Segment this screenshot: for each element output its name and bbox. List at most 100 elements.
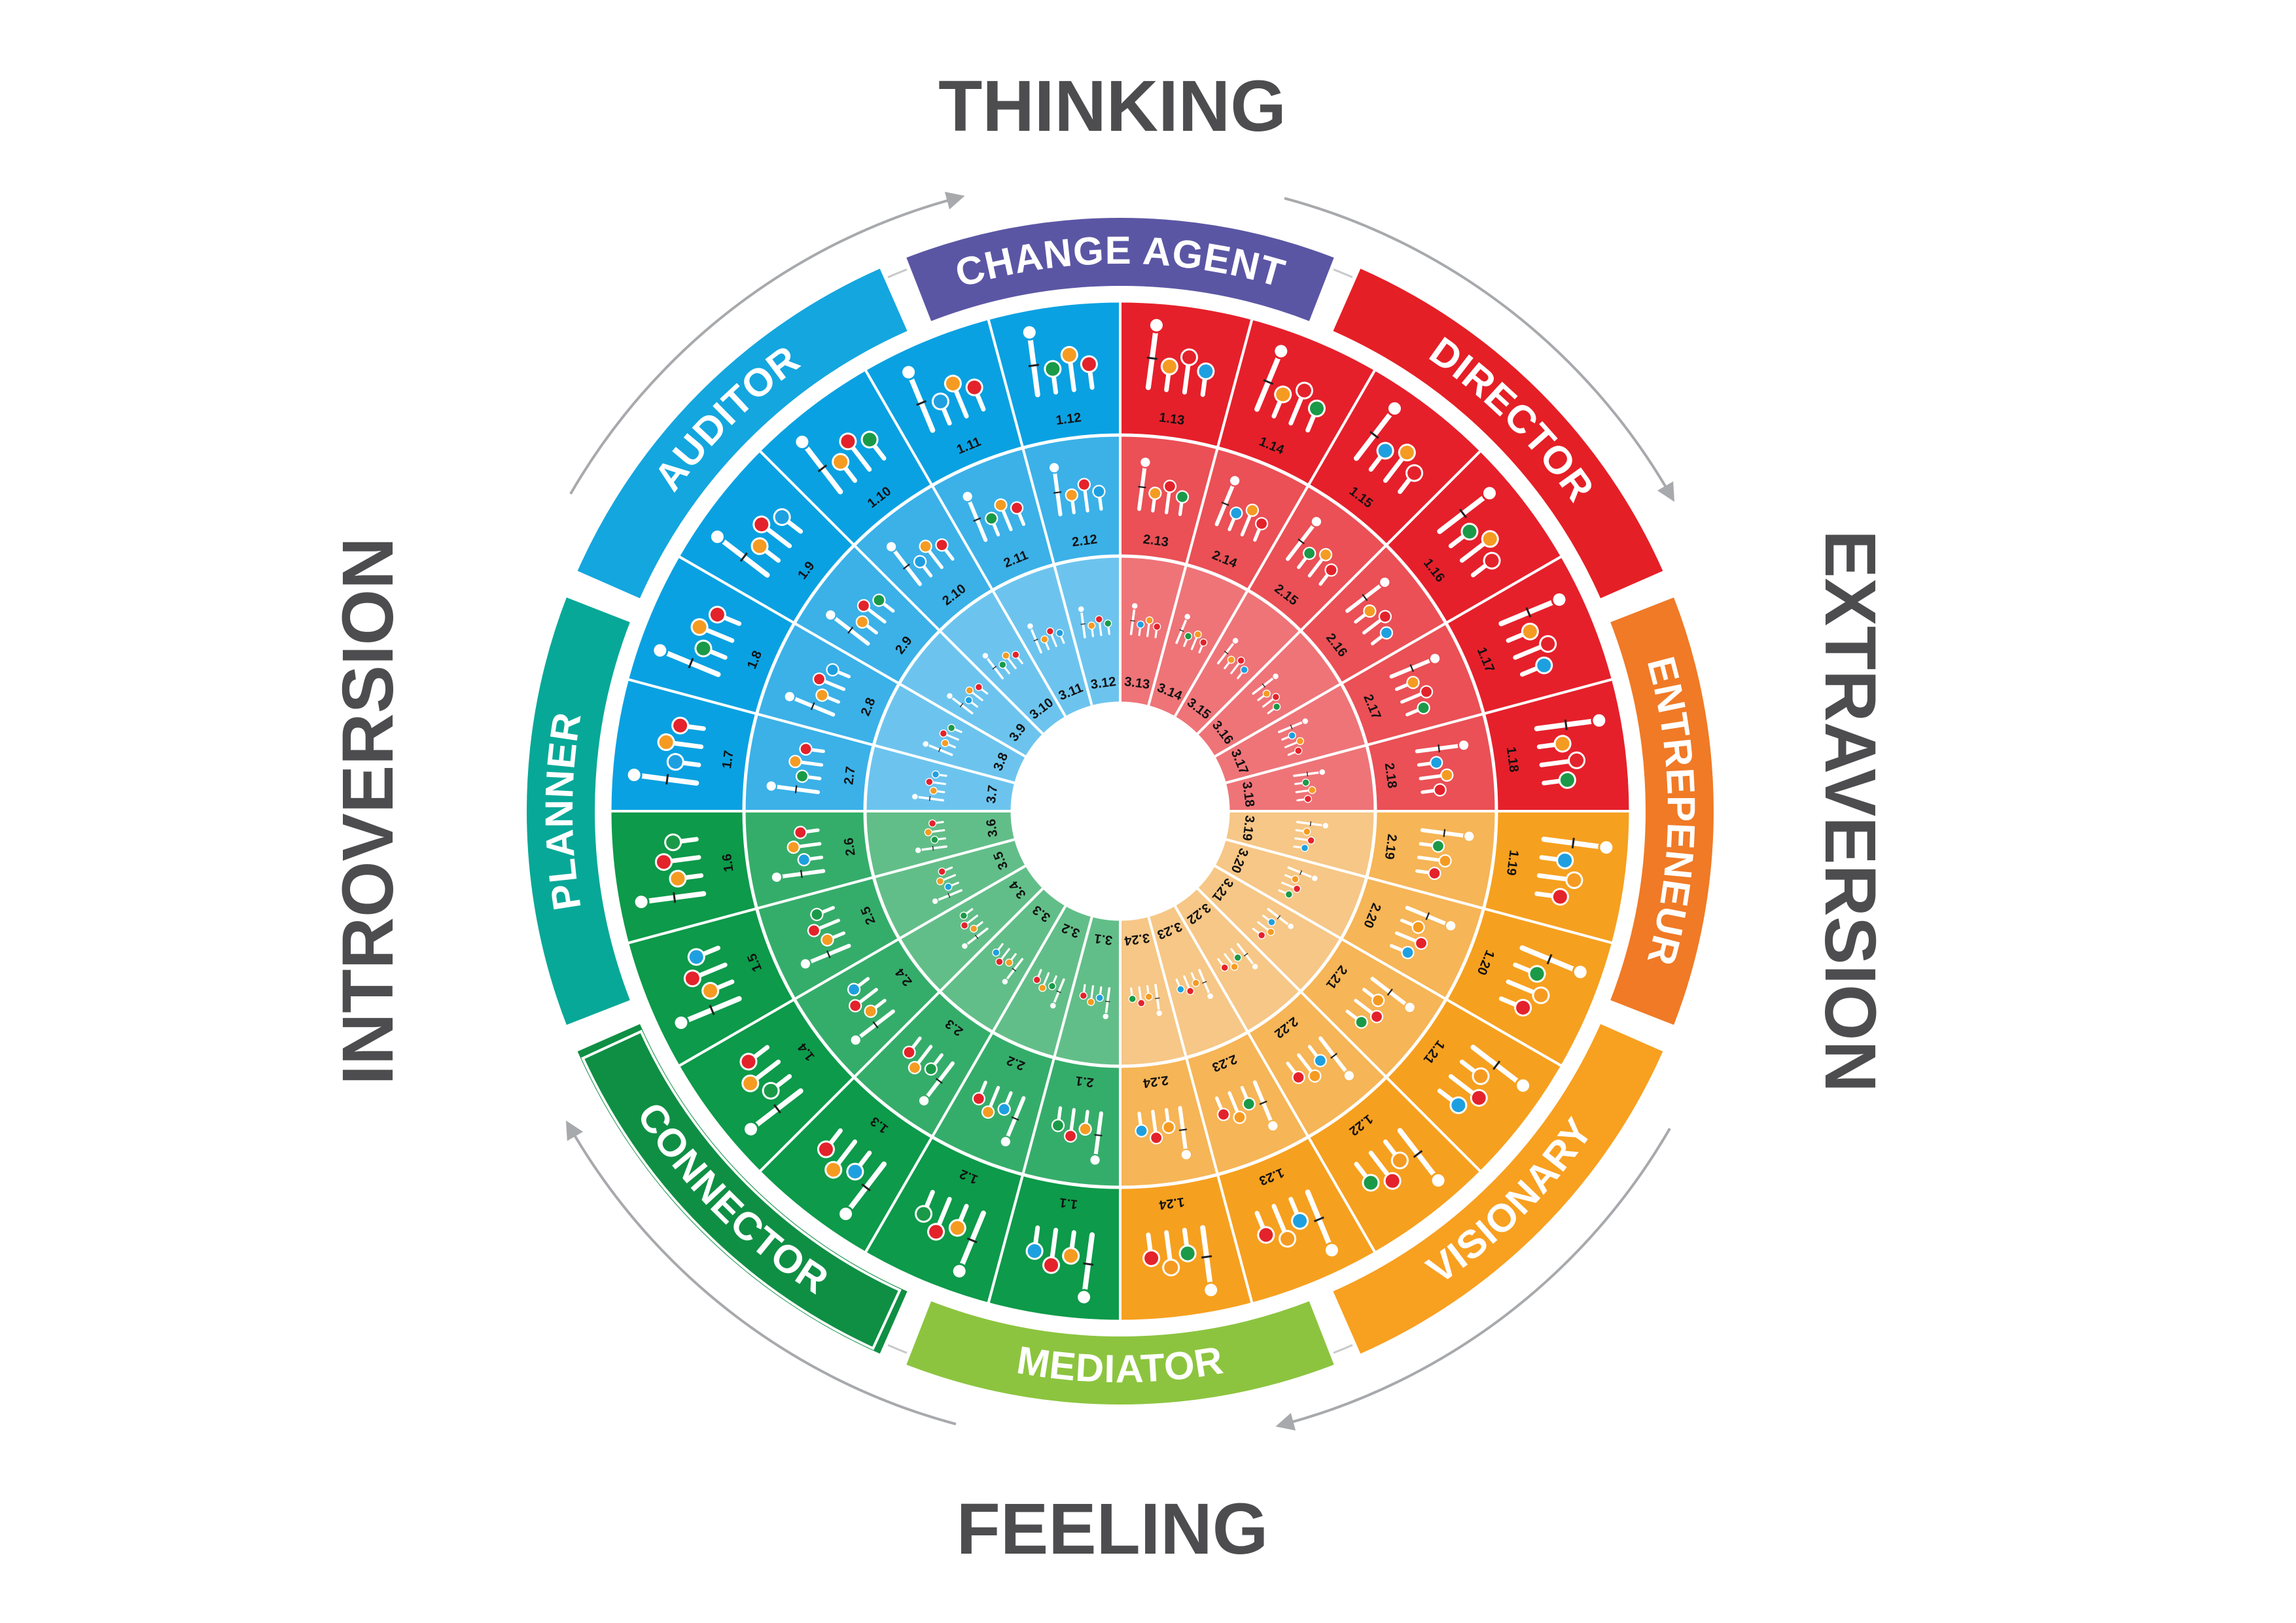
marker-top <box>1343 1069 1356 1082</box>
marker-dot-red <box>961 921 969 930</box>
marker-dot-green <box>762 1081 780 1100</box>
marker-tick <box>1413 1149 1423 1159</box>
marker-top <box>1551 591 1568 608</box>
marker-dot-orange <box>1245 503 1260 517</box>
marker-tick <box>938 747 941 752</box>
marker-dot-blue <box>1267 918 1276 926</box>
marker-dot-blue <box>997 1102 1011 1116</box>
marker-dot-red <box>1551 888 1569 906</box>
marker-stem <box>1419 773 1446 780</box>
marker-top <box>1271 672 1280 680</box>
marker-stem <box>1138 986 1142 1003</box>
marker-glyph <box>1128 984 1163 1017</box>
marker-glyph <box>847 977 895 1047</box>
marker-tick <box>947 893 951 898</box>
marker-top <box>914 846 922 854</box>
marker-dot-blue <box>964 696 973 705</box>
marker-dot-blue <box>913 555 927 568</box>
marker-stem <box>701 626 735 643</box>
marker-top <box>1428 652 1441 665</box>
marker-dot-red <box>1295 381 1313 400</box>
marker-tick <box>935 1077 943 1084</box>
marker-dot-orange <box>1472 1067 1490 1085</box>
marker-tick <box>1155 997 1160 1000</box>
marker-stem <box>1165 487 1172 515</box>
marker-dot-red <box>683 969 701 988</box>
marker-dot-red <box>1271 693 1280 701</box>
mediator-segment: MEDIATOR <box>901 1296 1339 1408</box>
marker-dot-orange <box>1390 1151 1409 1170</box>
marker-glyph <box>1214 1080 1279 1132</box>
direction-arrow <box>565 1120 957 1425</box>
marker-stem <box>1506 979 1540 996</box>
marker-glyph <box>902 1036 955 1108</box>
marker-top <box>1180 1148 1193 1161</box>
marker-dot-green <box>1431 839 1445 853</box>
marker-dot-red <box>654 853 673 871</box>
marker-dot-orange <box>690 618 709 637</box>
sector-code: 2.1 <box>1074 1073 1094 1089</box>
marker-dot-red <box>1419 685 1434 699</box>
marker-top <box>849 1034 862 1047</box>
marker-dot-red <box>1483 551 1501 570</box>
marker-tick <box>673 892 677 903</box>
marker-dot-red <box>1095 615 1103 623</box>
sector-code: 3.24 <box>1123 930 1150 948</box>
marker-dot-blue <box>1300 844 1309 852</box>
marker-glyph <box>799 905 851 970</box>
marker-glyph <box>794 430 887 495</box>
marker-dot-orange <box>1363 604 1377 618</box>
sector-code: 3.1 <box>1093 931 1113 947</box>
marker-stem <box>1271 1204 1288 1238</box>
marker-top <box>626 767 643 784</box>
sector-code: 2.12 <box>1071 532 1098 550</box>
marker-dot-red <box>1080 355 1098 374</box>
marker-stem <box>928 829 945 833</box>
marker-stem <box>1368 1150 1392 1180</box>
marker-stem <box>970 690 983 701</box>
marker-glyph <box>1498 591 1568 677</box>
marker-dot-green <box>860 430 879 449</box>
marker-glyph <box>1254 1189 1340 1259</box>
marker-dot-red <box>1046 627 1054 636</box>
marker-stem <box>762 524 792 549</box>
marker-dot-red <box>1294 746 1303 755</box>
marker-top <box>1311 875 1318 882</box>
direction-arrow <box>1275 1127 1671 1431</box>
marker-stem <box>1000 506 1013 532</box>
marker-stem <box>1164 1230 1173 1266</box>
marker-top <box>1251 962 1259 971</box>
marker-dot-orange <box>1318 548 1333 562</box>
marker-dot-orange <box>1162 1121 1176 1134</box>
sector-1.19: 1.19 <box>1481 810 1633 945</box>
marker-dot-red <box>807 924 821 937</box>
marker-dot-orange <box>1060 345 1078 364</box>
marker-stem <box>820 678 846 691</box>
marker-dot-blue <box>1176 985 1185 994</box>
marker-stem <box>1417 856 1444 863</box>
marker-stem <box>1448 1073 1478 1098</box>
marker-dot-green <box>1104 619 1112 628</box>
marker-dot-blue <box>1535 656 1553 674</box>
marker-stem <box>940 874 957 882</box>
marker-glyph <box>633 833 707 911</box>
marker-dot-red <box>1378 610 1392 623</box>
marker-dot-blue <box>1376 442 1394 460</box>
marker-glyph <box>1286 515 1338 586</box>
marker-tick <box>1138 485 1146 489</box>
marker-top <box>1515 1077 1532 1094</box>
marker-dot-orange <box>1291 875 1299 884</box>
marker-top <box>673 1014 690 1031</box>
marker-tick <box>810 702 815 710</box>
marker-top <box>981 652 989 660</box>
marker-dot-red <box>928 819 937 828</box>
marker-top <box>1156 1009 1163 1017</box>
marker-dot-orange <box>1230 962 1239 971</box>
marker-tick <box>1224 650 1229 655</box>
marker-stem <box>1151 1109 1158 1137</box>
marker-dot-green <box>694 639 713 657</box>
marker-glyph <box>1145 317 1215 397</box>
marker-dot-blue <box>944 882 953 891</box>
marker-dot-blue <box>1449 1096 1468 1115</box>
marker-top <box>1089 1153 1101 1166</box>
